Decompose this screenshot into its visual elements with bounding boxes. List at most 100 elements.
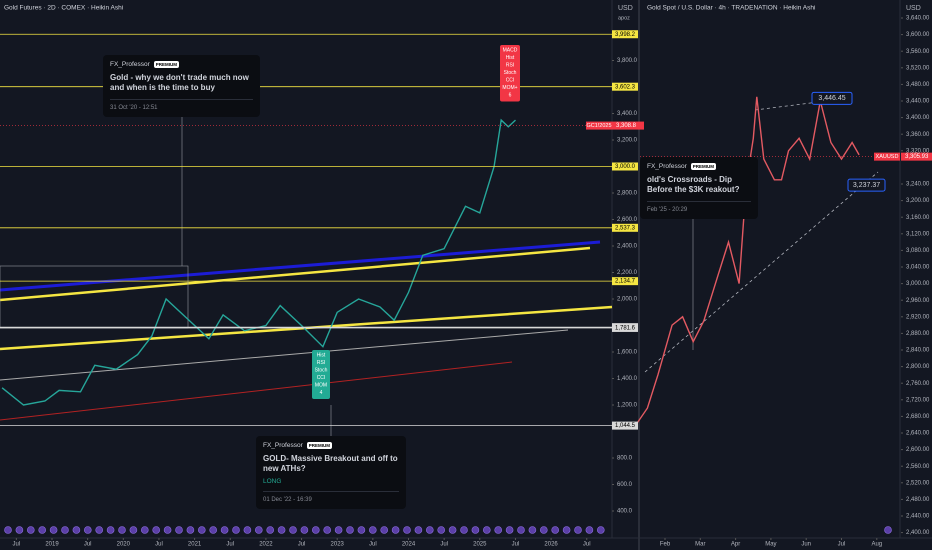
signal-text: 4 — [320, 390, 323, 396]
x-tick-label: Feb — [660, 542, 671, 548]
event-icon — [289, 526, 297, 534]
signal-box — [500, 45, 520, 102]
y-tick-label: 2,840.00 — [906, 348, 930, 354]
y-tick-label: 2,400.0 — [617, 244, 638, 250]
event-icon — [175, 526, 183, 534]
trendline — [0, 246, 591, 302]
y-tick-label: 2,200.0 — [617, 270, 638, 276]
idea-badge: PREMIUM — [306, 442, 332, 449]
event-icon — [368, 526, 377, 534]
x-tick-label: 2019 — [45, 542, 59, 548]
event-icon — [243, 526, 252, 534]
signal-text: Stoch — [504, 70, 517, 76]
level-label: 1,044.5 — [615, 423, 636, 429]
x-tick-label: Jul — [13, 542, 21, 548]
last-price-label: 3,308.8 — [616, 123, 637, 129]
y-tick-label: 3,520.00 — [906, 65, 930, 71]
x-tick-label: Mar — [695, 542, 705, 548]
right-title: Gold Spot / U.S. Dollar · 4h · TRADENATI… — [647, 5, 815, 12]
x-tick-label: Apr — [731, 542, 740, 548]
event-icon — [15, 526, 24, 534]
event-icon — [38, 526, 47, 534]
event-icon — [437, 526, 446, 534]
y-tick-label: 2,880.00 — [906, 331, 930, 337]
x-tick-label: Jul — [155, 542, 163, 548]
y-tick-label: 1,200.0 — [617, 403, 638, 409]
signal-text: Stoch — [315, 367, 328, 373]
y-tick-label: 3,000.00 — [906, 281, 930, 287]
level-tag — [612, 223, 638, 232]
event-icon — [118, 526, 126, 534]
event-icon — [323, 526, 332, 534]
y-tick-label: 3,440.00 — [906, 99, 930, 105]
symbol-label: GC1!2025 — [586, 123, 611, 129]
level-tag — [612, 421, 638, 430]
event-icon — [106, 526, 115, 534]
signal-text: Hist — [317, 352, 326, 358]
signal-text: MACD — [503, 47, 518, 53]
idea-title: GOLD- Massive Breakout and off to new AT… — [263, 454, 398, 473]
level-tag — [612, 30, 638, 39]
price-callout — [811, 91, 853, 105]
price-callout-label: 3,237.37 — [853, 182, 880, 189]
symbol-tag — [586, 121, 612, 130]
y-tick-label: 2,520.00 — [906, 480, 930, 486]
last-price-tag — [612, 121, 644, 130]
last-price-tag — [901, 152, 932, 161]
event-icon — [482, 526, 491, 534]
level-tag — [612, 323, 638, 332]
event-icon — [141, 526, 149, 534]
idea-badge: PREMIUM — [153, 61, 179, 68]
signal-text: CCI — [506, 77, 515, 83]
x-tick-label: 2026 — [544, 542, 558, 548]
signal-text: RSI — [506, 62, 514, 68]
event-icon — [517, 526, 525, 534]
event-icon — [414, 526, 423, 534]
level-label: 3,998.2 — [615, 32, 636, 38]
y-tick-label: 2,640.00 — [906, 431, 930, 437]
trendline — [0, 329, 569, 381]
event-icon — [61, 526, 69, 534]
left-currency: USD — [618, 5, 633, 12]
y-tick-label: 2,800.00 — [906, 364, 930, 370]
event-icon — [209, 526, 217, 534]
event-icon — [26, 526, 35, 534]
y-tick-label: 2,960.00 — [906, 298, 930, 304]
idea-tag: LONG — [263, 478, 282, 485]
x-tick-label: 2024 — [402, 542, 416, 548]
x-tick-label: May — [765, 542, 776, 548]
level-label: 2,537.3 — [615, 225, 636, 231]
event-icon — [391, 526, 400, 534]
event-icon — [357, 526, 366, 534]
event-icon — [4, 526, 12, 534]
x-tick-label: Jul — [838, 542, 846, 548]
event-icon — [129, 526, 138, 534]
y-tick-label: 3,400.0 — [617, 111, 638, 117]
idea-author-row: FX_Professor PREMIUM — [263, 442, 399, 449]
y-tick-label: 2,600.00 — [906, 447, 930, 453]
idea-card: FX_Professor PREMIUM old's Crossroads - Di… — [640, 157, 758, 219]
event-icon — [152, 526, 160, 534]
event-icon — [460, 526, 468, 534]
x-tick-label: Jul — [298, 542, 306, 548]
y-tick-label: 2,440.00 — [906, 514, 930, 520]
price-line — [1, 118, 516, 406]
y-tick-label: 400.0 — [617, 509, 633, 515]
event-icon — [72, 526, 81, 534]
y-tick-label: 3,240.00 — [906, 182, 930, 188]
event-icon — [277, 526, 286, 534]
y-tick-label: 3,040.00 — [906, 265, 930, 271]
idea-author: FX_Professor — [110, 61, 150, 68]
event-icon — [84, 526, 92, 534]
event-icon — [551, 526, 560, 534]
idea-author: FX_Professor — [647, 163, 687, 170]
event-icon — [220, 526, 229, 534]
event-icon — [562, 526, 571, 534]
last-price-label: 3,305.93 — [905, 154, 929, 160]
event-icon — [528, 526, 537, 534]
y-tick-label: 3,080.00 — [906, 248, 930, 254]
event-icon — [494, 526, 503, 534]
y-tick-label: 3,200.0 — [617, 138, 638, 144]
event-icon — [346, 526, 354, 534]
level-label: 2,134.7 — [615, 279, 636, 285]
